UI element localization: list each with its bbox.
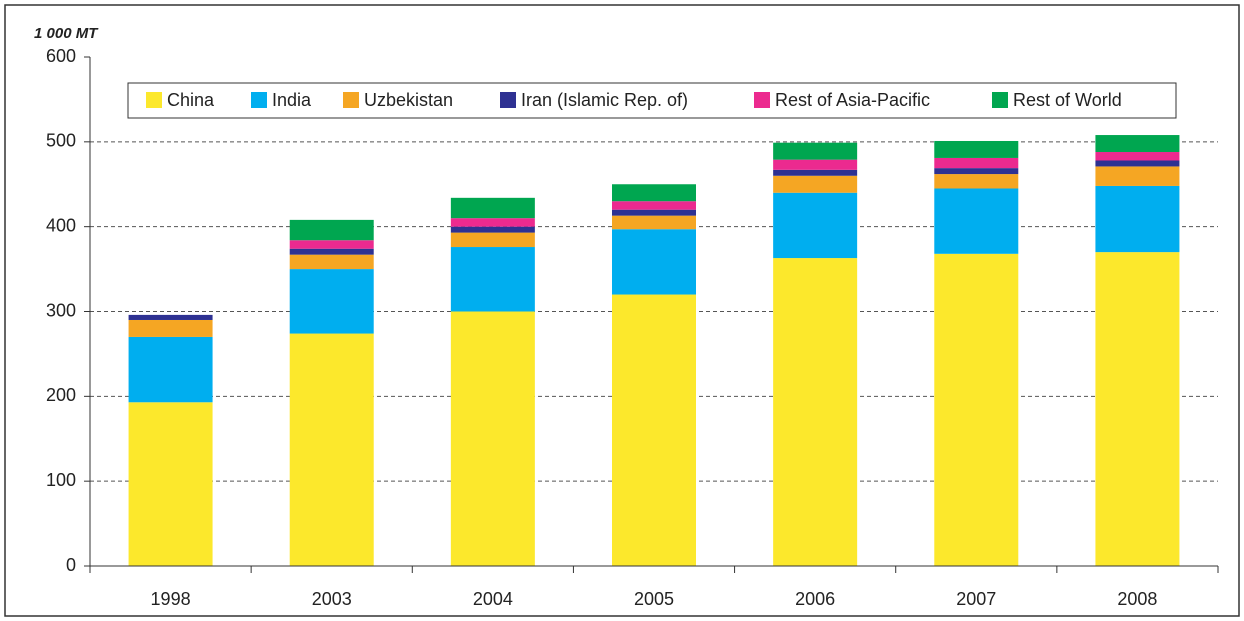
bar-segment xyxy=(450,311,535,566)
bar-segment xyxy=(289,254,374,270)
legend-swatch xyxy=(146,92,162,108)
bar-segment xyxy=(450,226,535,233)
y-tick-label: 600 xyxy=(46,46,76,66)
bar-segment xyxy=(1095,135,1180,153)
bar-segment xyxy=(128,319,213,337)
bar-segment xyxy=(773,142,858,160)
bar-segment xyxy=(1095,185,1180,253)
bar-segment xyxy=(773,169,858,176)
bar-segment xyxy=(289,269,374,334)
bar-segment xyxy=(450,247,535,312)
bar-segment xyxy=(128,402,213,566)
legend-label: China xyxy=(167,90,215,110)
bar-segment xyxy=(612,294,696,566)
bar-segment xyxy=(773,258,858,566)
bar-segment xyxy=(450,232,535,248)
y-tick-label: 400 xyxy=(46,215,76,235)
bar-segment xyxy=(289,219,374,241)
bar-segment xyxy=(612,229,696,295)
x-tick-label: 2003 xyxy=(312,589,352,609)
y-tick-label: 0 xyxy=(66,555,76,575)
legend-label: Rest of World xyxy=(1013,90,1122,110)
x-tick-label: 2005 xyxy=(634,589,674,609)
y-tick-label: 100 xyxy=(46,470,76,490)
bar-segment xyxy=(773,159,858,170)
bar-segment xyxy=(1095,152,1180,161)
x-tick-label: 2004 xyxy=(473,589,513,609)
bar-segment xyxy=(612,201,696,210)
bar-segment xyxy=(934,140,1019,158)
bar-segment xyxy=(128,314,213,320)
legend-label: Uzbekistan xyxy=(364,90,453,110)
bar-segment xyxy=(773,175,858,193)
x-tick-label: 2008 xyxy=(1117,589,1157,609)
bar-segment xyxy=(934,188,1019,254)
bar-segment xyxy=(934,174,1019,189)
frame xyxy=(4,4,1240,617)
bar-segment xyxy=(612,215,696,230)
y-axis-label: 1 000 MT xyxy=(34,25,99,42)
bar-segment xyxy=(612,184,696,202)
legend-label: Iran (Islamic Rep. of) xyxy=(521,90,688,110)
x-tick-label: 2006 xyxy=(795,589,835,609)
x-tick-label: 2007 xyxy=(956,589,996,609)
bar-segment xyxy=(289,248,374,255)
y-tick-label: 500 xyxy=(46,131,76,151)
bar-segment xyxy=(128,336,213,403)
bar-segment xyxy=(773,192,858,259)
bar-segment xyxy=(1095,252,1180,566)
legend-label: Rest of Asia-Pacific xyxy=(775,90,930,110)
legend-swatch xyxy=(343,92,359,108)
bar-segment xyxy=(934,253,1019,566)
bar-segment xyxy=(450,218,535,227)
legend-swatch xyxy=(251,92,267,108)
legend-swatch xyxy=(992,92,1008,108)
bar-segment xyxy=(289,333,374,566)
bar-segment xyxy=(612,209,696,216)
y-tick-label: 200 xyxy=(46,385,76,405)
bar-segment xyxy=(1095,160,1180,167)
bar-segment xyxy=(1095,166,1180,186)
x-tick-label: 1998 xyxy=(151,589,191,609)
bar-segment xyxy=(934,168,1019,175)
bar-segment xyxy=(934,157,1019,169)
bar-segment xyxy=(450,197,535,219)
legend-swatch xyxy=(754,92,770,108)
bar-segment xyxy=(289,240,374,249)
legend-swatch xyxy=(500,92,516,108)
legend-label: India xyxy=(272,90,312,110)
y-tick-label: 300 xyxy=(46,300,76,320)
